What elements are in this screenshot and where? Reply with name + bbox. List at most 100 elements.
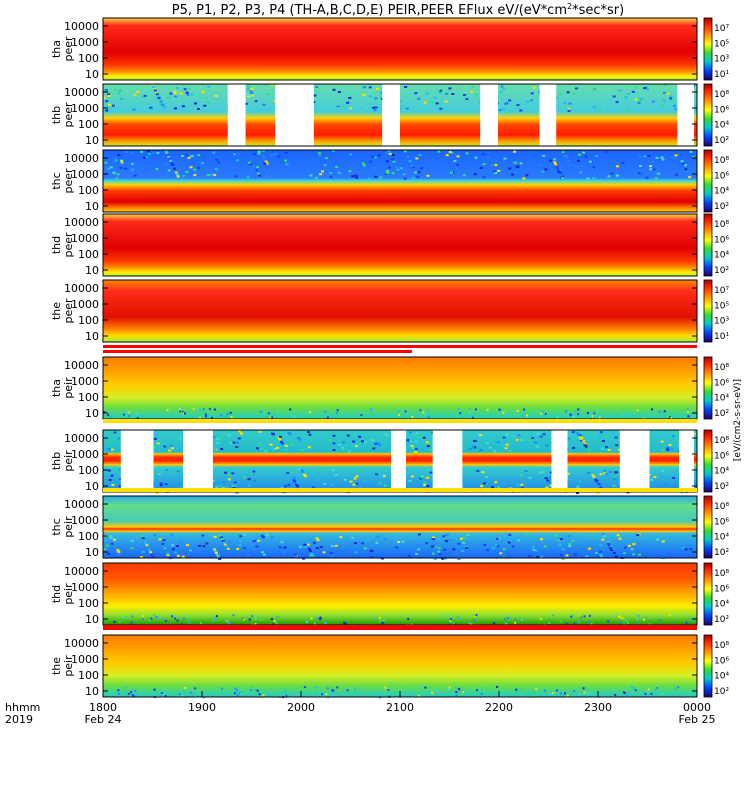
noise-pixel	[122, 689, 125, 692]
noise-pixel	[417, 171, 421, 174]
noise-pixel	[528, 555, 532, 558]
noise-pixel	[639, 411, 642, 414]
noise-pixel	[519, 412, 522, 415]
noise-pixel	[270, 84, 274, 87]
noise-pixel	[559, 537, 563, 540]
noise-pixel	[182, 411, 185, 414]
noise-pixel	[258, 430, 262, 433]
noise-pixel	[298, 438, 302, 441]
noise-pixel	[584, 443, 588, 446]
x-tick-label: 1800	[89, 701, 117, 714]
noise-pixel	[343, 478, 347, 481]
noise-pixel	[360, 542, 364, 545]
noise-pixel	[671, 156, 675, 159]
noise-pixel	[176, 174, 180, 177]
colorbar-tick-label: 10⁸	[714, 641, 729, 651]
noise-pixel	[305, 621, 308, 624]
noise-pixel	[169, 159, 173, 162]
noise-pixel	[621, 617, 624, 620]
noise-pixel	[130, 691, 133, 694]
noise-pixel	[380, 108, 384, 111]
noise-pixel	[178, 408, 181, 411]
colorbar	[703, 429, 713, 493]
y-tick-label: 100	[78, 530, 99, 543]
data-gap	[551, 430, 568, 492]
noise-pixel	[522, 177, 526, 180]
noise-pixel	[236, 486, 240, 489]
noise-pixel	[118, 468, 122, 471]
noise-pixel	[187, 617, 190, 620]
noise-pixel	[179, 486, 183, 489]
noise-pixel	[563, 102, 567, 105]
noise-pixel	[105, 100, 109, 103]
noise-pixel	[391, 172, 395, 175]
noise-pixel	[104, 449, 108, 452]
noise-pixel	[379, 95, 383, 98]
noise-pixel	[231, 547, 235, 550]
noise-pixel	[235, 491, 239, 494]
noise-pixel	[458, 94, 462, 97]
noise-pixel	[666, 447, 670, 450]
noise-pixel	[451, 92, 455, 95]
noise-pixel	[224, 544, 228, 547]
noise-pixel	[579, 437, 583, 440]
noise-pixel	[374, 106, 378, 109]
noise-pixel	[292, 479, 296, 482]
noise-pixel	[348, 170, 352, 173]
noise-pixel	[374, 442, 378, 445]
noise-pixel	[648, 165, 652, 168]
noise-pixel	[149, 106, 153, 109]
noise-pixel	[222, 540, 226, 543]
noise-pixel	[573, 415, 576, 418]
noise-pixel	[246, 85, 250, 88]
noise-pixel	[404, 410, 407, 413]
noise-pixel	[343, 621, 346, 624]
noise-pixel	[175, 87, 179, 90]
noise-pixel	[470, 90, 474, 93]
noise-pixel	[309, 411, 312, 414]
noise-pixel	[410, 475, 414, 478]
noise-pixel	[197, 544, 201, 547]
noise-pixel	[637, 97, 641, 100]
noise-pixel	[385, 171, 389, 174]
noise-pixel	[531, 411, 534, 414]
noise-pixel	[437, 88, 441, 91]
noise-pixel	[176, 554, 180, 557]
noise-pixel	[636, 409, 639, 412]
noise-pixel	[692, 433, 696, 436]
noise-pixel	[263, 162, 267, 165]
noise-pixel	[257, 152, 261, 155]
colorbar-tick-label: 10³	[714, 55, 729, 65]
panel-label-probe: thc	[50, 518, 63, 535]
y-tick-label: 100	[78, 597, 99, 610]
noise-pixel	[620, 621, 623, 624]
noise-pixel	[648, 623, 651, 626]
noise-pixel	[267, 176, 271, 179]
noise-pixel	[632, 553, 636, 556]
noise-pixel	[159, 484, 163, 487]
noise-pixel	[107, 448, 111, 451]
noise-pixel	[306, 543, 310, 546]
noise-pixel	[615, 444, 619, 447]
noise-pixel	[254, 618, 257, 621]
noise-pixel	[457, 542, 461, 545]
panel-frame	[102, 83, 698, 147]
panel-frame	[102, 149, 698, 213]
noise-pixel	[591, 415, 594, 418]
noise-pixel	[155, 167, 159, 170]
noise-pixel	[169, 92, 173, 95]
y-tick-label: 1000	[71, 168, 99, 181]
noise-pixel	[311, 486, 315, 489]
noise-pixel	[427, 416, 430, 419]
noise-pixel	[422, 436, 426, 439]
noise-pixel	[517, 440, 521, 443]
noise-pixel	[443, 614, 446, 617]
y-tick-label: 1000	[71, 653, 99, 666]
noise-pixel	[182, 617, 185, 620]
noise-pixel	[528, 412, 531, 415]
noise-pixel	[214, 552, 218, 555]
noise-pixel	[595, 480, 599, 483]
spectrogram-fill	[103, 635, 697, 697]
noise-pixel	[213, 408, 216, 411]
noise-pixel	[208, 407, 211, 410]
